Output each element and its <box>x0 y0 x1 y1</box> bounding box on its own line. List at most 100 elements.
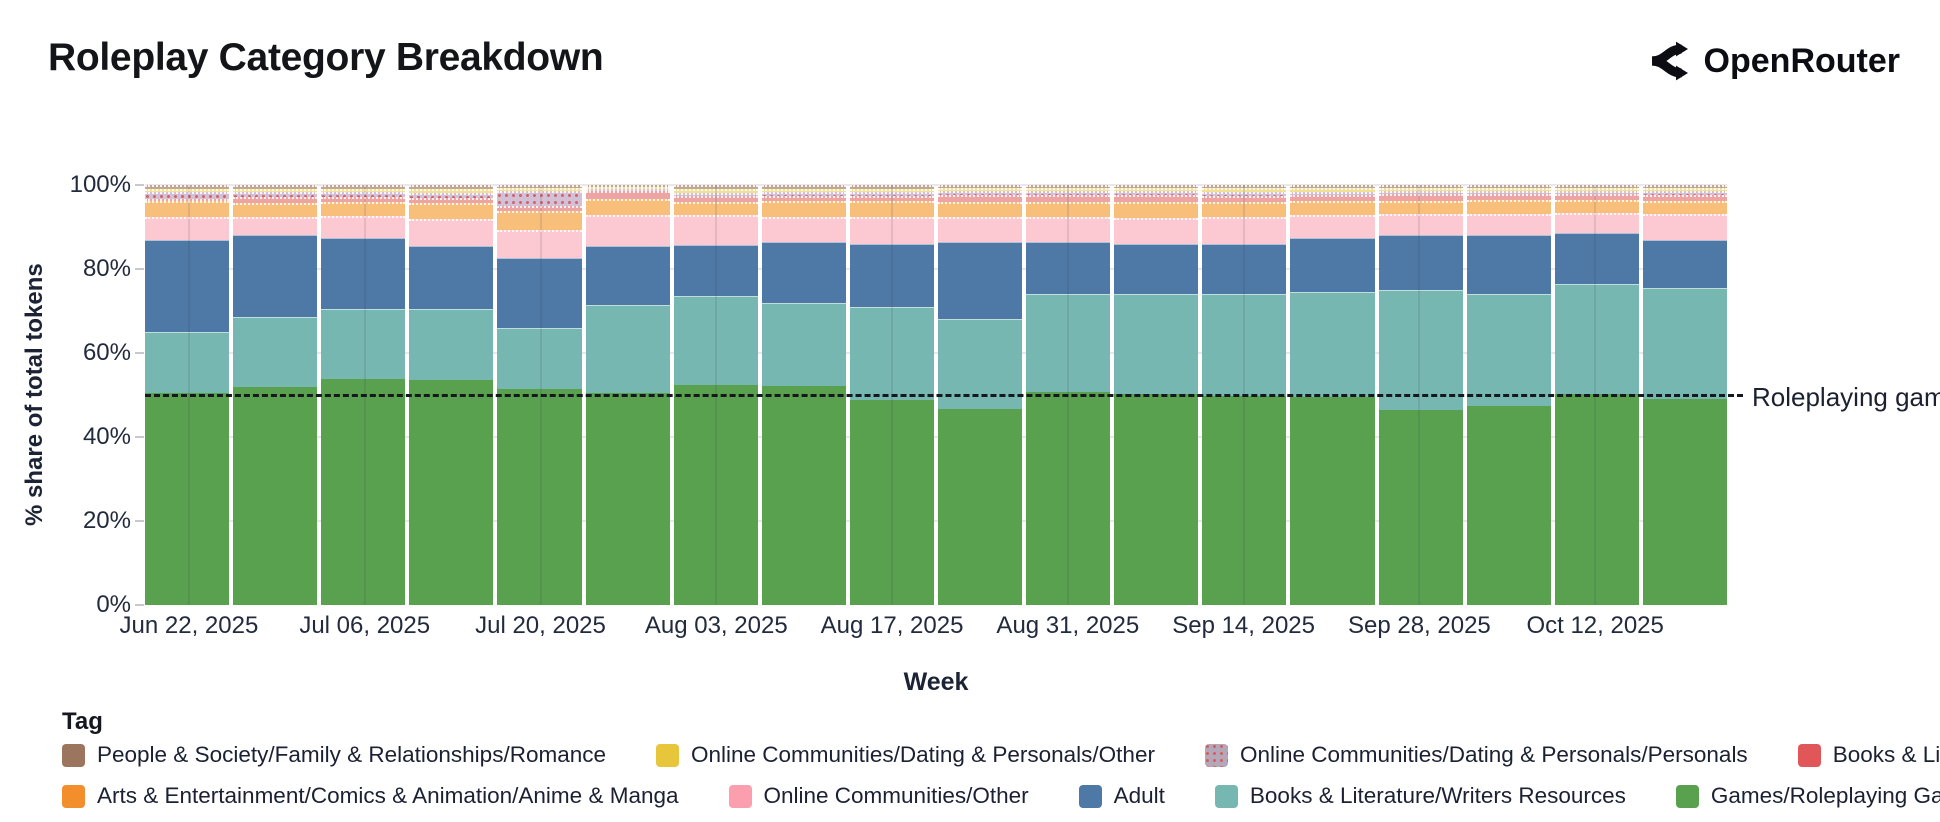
legend-item[interactable]: Online Communities/Other <box>728 783 1029 809</box>
bar-segment[interactable] <box>321 202 406 216</box>
bar-segment[interactable] <box>1114 243 1199 295</box>
bar-segment[interactable] <box>1114 191 1199 196</box>
bar-segment[interactable] <box>585 189 670 192</box>
bar-segment[interactable] <box>849 185 934 189</box>
bar-segment[interactable] <box>1554 188 1639 192</box>
bar-segment[interactable] <box>849 400 934 605</box>
bar-segment[interactable] <box>585 305 670 394</box>
bar-segment[interactable] <box>1378 235 1463 291</box>
bar-segment[interactable] <box>1202 243 1287 295</box>
legend-item[interactable]: Adult <box>1078 783 1165 809</box>
bar-segment[interactable] <box>1378 409 1463 605</box>
bar-segment[interactable] <box>1290 200 1375 215</box>
bar-segment[interactable] <box>937 194 1023 203</box>
bar-segment[interactable] <box>1202 396 1287 605</box>
bar-segment[interactable] <box>761 241 846 303</box>
bar-segment[interactable] <box>409 245 494 309</box>
bar-segment[interactable] <box>1466 185 1551 189</box>
bar-segment[interactable] <box>761 201 846 217</box>
bar-segment[interactable] <box>1290 185 1375 189</box>
bar-segment[interactable] <box>1290 237 1375 293</box>
bar-segment[interactable] <box>1114 195 1199 203</box>
bar-segment[interactable] <box>1026 188 1111 192</box>
bar-segment[interactable] <box>673 195 758 202</box>
bar-segment[interactable] <box>1202 191 1287 196</box>
bar-segment[interactable] <box>1642 188 1727 192</box>
bar-segment[interactable] <box>1466 406 1551 605</box>
bar-segment[interactable] <box>145 201 230 217</box>
bar-segment[interactable] <box>1466 188 1551 192</box>
bar-segment[interactable] <box>673 193 758 196</box>
bar-segment[interactable] <box>1202 195 1287 203</box>
bar-segment[interactable] <box>1114 185 1199 189</box>
bar-segment[interactable] <box>1554 213 1639 234</box>
bar-segment[interactable] <box>585 198 670 216</box>
bar-segment[interactable] <box>1554 200 1639 214</box>
bar-segment[interactable] <box>1642 287 1727 400</box>
bar-segment[interactable] <box>1378 200 1463 215</box>
bar-segment[interactable] <box>497 206 582 212</box>
bar-segment[interactable] <box>321 308 406 380</box>
bar-segment[interactable] <box>585 187 670 190</box>
bar-segment[interactable] <box>673 296 758 385</box>
bar-segment[interactable] <box>1642 399 1727 605</box>
bar-segment[interactable] <box>1466 294 1551 407</box>
bar-segment[interactable] <box>409 308 494 381</box>
bar-segment[interactable] <box>497 185 582 188</box>
bar-segment[interactable] <box>1290 292 1375 398</box>
bar-segment[interactable] <box>233 185 318 189</box>
bar-segment[interactable] <box>937 409 1023 605</box>
bar-segment[interactable] <box>1290 214 1375 238</box>
bar-segment[interactable] <box>1290 194 1375 201</box>
bar-segment[interactable] <box>1554 185 1639 189</box>
bar-segment[interactable] <box>1642 194 1727 201</box>
bar-segment[interactable] <box>1026 194 1111 203</box>
bar-segment[interactable] <box>145 393 230 605</box>
bar-segment[interactable] <box>673 214 758 246</box>
bar-segment[interactable] <box>145 332 230 394</box>
bar-segment[interactable] <box>585 185 670 188</box>
bar-segment[interactable] <box>233 387 318 605</box>
bar-segment[interactable] <box>1026 241 1111 295</box>
bar-segment[interactable] <box>145 216 230 240</box>
bar-segment[interactable] <box>145 192 230 199</box>
bar-segment[interactable] <box>761 185 846 189</box>
bar-segment[interactable] <box>849 201 934 218</box>
bar-segment[interactable] <box>1378 290 1463 410</box>
bar-segment[interactable] <box>585 393 670 605</box>
legend-item[interactable]: Games/Roleplaying Games <box>1675 783 1940 809</box>
bar-segment[interactable] <box>1642 239 1727 288</box>
bar-segment[interactable] <box>1466 235 1551 295</box>
bar-segment[interactable] <box>1114 217 1199 244</box>
bar-segment[interactable] <box>1114 393 1199 605</box>
bar-segment[interactable] <box>409 380 494 605</box>
bar-segment[interactable] <box>937 188 1023 192</box>
bar-segment[interactable] <box>1114 294 1199 394</box>
bar-segment[interactable] <box>145 188 230 193</box>
bar-segment[interactable] <box>849 306 934 401</box>
bar-segment[interactable] <box>1290 397 1375 605</box>
bar-segment[interactable] <box>321 185 406 189</box>
bar-segment[interactable] <box>585 215 670 247</box>
bar-segment[interactable] <box>1378 194 1463 201</box>
bar-segment[interactable] <box>409 219 494 246</box>
bar-segment[interactable] <box>1554 191 1639 194</box>
bar-segment[interactable] <box>849 192 934 196</box>
bar-segment[interactable] <box>937 191 1023 195</box>
bar-segment[interactable] <box>673 185 758 190</box>
bar-segment[interactable] <box>761 385 846 605</box>
bar-segment[interactable] <box>1554 283 1639 395</box>
bar-segment[interactable] <box>1026 185 1111 189</box>
bar-segment[interactable] <box>673 384 758 605</box>
bar-segment[interactable] <box>233 202 318 217</box>
bar-segment[interactable] <box>1114 188 1199 192</box>
bar-segment[interactable] <box>761 188 846 193</box>
bar-segment[interactable] <box>1378 191 1463 195</box>
bar-segment[interactable] <box>1466 194 1551 201</box>
bar-segment[interactable] <box>585 246 670 306</box>
legend-item[interactable]: Arts & Entertainment/Comics & Animation/… <box>62 783 679 809</box>
bar-segment[interactable] <box>1026 191 1111 195</box>
bar-segment[interactable] <box>1642 200 1727 215</box>
bar-segment[interactable] <box>937 241 1023 320</box>
bar-segment[interactable] <box>1202 217 1287 244</box>
